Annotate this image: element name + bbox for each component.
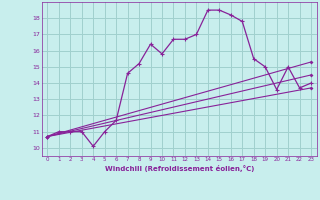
- X-axis label: Windchill (Refroidissement éolien,°C): Windchill (Refroidissement éolien,°C): [105, 165, 254, 172]
